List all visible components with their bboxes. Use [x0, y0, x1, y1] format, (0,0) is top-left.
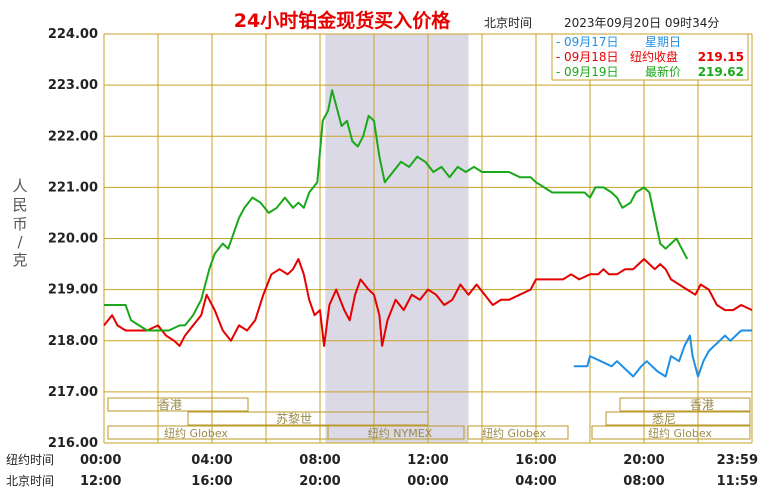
y-tick-label: 219.00: [48, 283, 98, 298]
y-axis-label-2: 民: [12, 196, 27, 214]
market-label-hk-left: 香港: [158, 398, 182, 412]
series-line-1: [103, 258, 753, 347]
y-tick-label: 220.00: [48, 232, 98, 247]
x-tick-label-ny: 08:00: [299, 453, 340, 468]
y-tick-label: 221.00: [48, 180, 98, 195]
market-label-globex-1: 纽约 Globex: [164, 426, 228, 440]
legend-dash-2: -: [556, 65, 560, 79]
y-tick-label: 216.00: [48, 436, 98, 451]
legend-dash-0: -: [556, 35, 560, 49]
legend-date-2: 09月19日: [564, 65, 619, 79]
legend-label-2: 最新价: [645, 64, 681, 79]
chart-title: 24小时铂金现货买入价格: [234, 9, 451, 32]
y-tick-label: 223.00: [48, 78, 98, 93]
legend-date-1: 09月18日: [564, 50, 619, 64]
x-tick-label-bj: 20:00: [299, 474, 340, 489]
market-box-london: [187, 411, 429, 426]
x-tick-label-bj: 11:59: [717, 474, 758, 489]
market-label-globex-3: 纽约 Globex: [648, 426, 712, 440]
legend-label-0: 星期日: [645, 35, 681, 49]
legend-entry-0: - 09月17日 星期日: [556, 35, 681, 49]
x-tick-label-bj: 16:00: [191, 474, 232, 489]
y-axis-label-3: 币: [12, 215, 27, 233]
y-axis-label-1: 人: [12, 177, 27, 195]
x-tick-label-ny: 00:00: [80, 453, 121, 468]
market-box-hk-right: [619, 397, 751, 412]
grid: [103, 33, 753, 444]
x-tick-label-ny: 04:00: [191, 453, 232, 468]
market-label-globex-2: 纽约 Globex: [482, 426, 546, 440]
x-tick-label-bj: 04:00: [515, 474, 556, 489]
timestamp: 2023年09月20日 09时34分: [564, 16, 719, 30]
x-tick-label-ny: 12:00: [407, 453, 448, 468]
y-tick-label: 224.00: [48, 27, 98, 42]
market-label-sydney: 悉尼: [652, 412, 676, 426]
legend-dash-1: -: [556, 50, 560, 64]
legend-label-1: 纽约收盘: [630, 49, 678, 64]
market-box-sydney: [605, 411, 751, 426]
market-box-hk-left: [107, 397, 249, 412]
legend-value-1: 219.15: [698, 50, 744, 64]
series-lines: [103, 89, 753, 378]
legend-date-0: 09月17日: [564, 35, 619, 49]
row-label-bj: 北京时间: [6, 474, 54, 488]
y-axis-label-5: 克: [12, 251, 27, 269]
x-tick-label-bj: 08:00: [623, 474, 664, 489]
row-label-ny: 纽约时间: [6, 452, 54, 467]
x-tick-label-bj: 00:00: [407, 474, 448, 489]
axes: 216.00 217.00 218.00 219.00 220.00 221.00 222.…: [48, 27, 98, 451]
market-box-globex-3: [591, 425, 751, 440]
market-sessions: 香港 苏黎世 纽约 Globex 纽约 NYMEX 纽约 Globex 香港 悉…: [107, 397, 751, 440]
y-tick-label: 218.00: [48, 334, 98, 349]
timezone-label: 北京时间: [484, 16, 532, 30]
x-tick-label-ny: 20:00: [623, 453, 664, 468]
legend-entry-1: - 09月18日 纽约收盘 219.15: [556, 49, 744, 64]
market-box-nymex: [327, 425, 465, 440]
y-tick-label: 222.00: [48, 129, 98, 144]
market-label-hk-right: 香港: [690, 398, 714, 412]
x-tick-labels: 00:00 04:00 08:00 12:00 16:00 20:00 23:59 12:00…: [80, 453, 758, 489]
market-label-london: 苏黎世: [276, 412, 312, 426]
x-tick-label-bj: 12:00: [80, 474, 121, 489]
x-tick-label-ny: 23:59: [717, 453, 758, 468]
series-line-0: [573, 329, 752, 378]
legend-box: [551, 33, 749, 81]
market-box-globex-2: [467, 425, 569, 440]
market-label-nymex: 纽约 NYMEX: [368, 426, 433, 440]
series-line-2: [104, 89, 689, 332]
y-tick-label: 217.00: [48, 385, 98, 400]
legend-value-2: 219.62: [698, 65, 744, 79]
legend-entry-2: - 09月19日 最新价 219.62: [556, 64, 744, 79]
x-tick-label-ny: 16:00: [515, 453, 556, 468]
y-axis-label-4: /: [17, 233, 23, 251]
